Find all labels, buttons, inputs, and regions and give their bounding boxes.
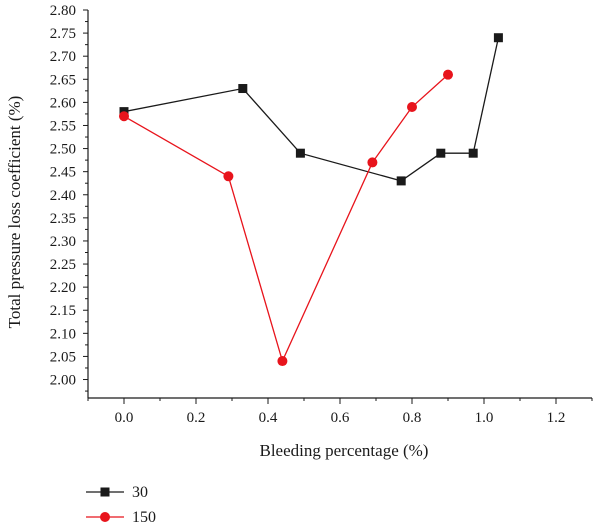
y-tick-label: 2.35 bbox=[50, 211, 76, 227]
legend-label: 30 bbox=[132, 484, 148, 501]
legend-marker bbox=[100, 512, 110, 522]
data-point bbox=[436, 148, 446, 158]
x-tick-label: 0.6 bbox=[331, 410, 350, 426]
y-tick-label: 2.60 bbox=[50, 95, 76, 111]
data-point bbox=[277, 356, 288, 367]
y-axis-title: Total pressure loss coefficient (%) bbox=[5, 96, 24, 329]
data-point bbox=[407, 102, 417, 112]
data-point bbox=[367, 157, 378, 168]
y-tick-label: 2.05 bbox=[50, 349, 76, 365]
data-point bbox=[119, 111, 129, 122]
y-tick-label: 2.70 bbox=[50, 49, 76, 65]
x-tick-label: 0.8 bbox=[403, 410, 422, 426]
series-line bbox=[123, 37, 500, 182]
data-point bbox=[295, 148, 305, 158]
y-tick-label: 2.65 bbox=[50, 72, 76, 88]
data-point bbox=[238, 84, 248, 94]
data-point bbox=[443, 69, 453, 80]
axes bbox=[87, 10, 592, 399]
x-tick-label: 0.2 bbox=[187, 410, 206, 426]
data-point bbox=[396, 176, 406, 186]
series-line bbox=[123, 74, 449, 363]
data-point bbox=[468, 148, 478, 158]
data-point bbox=[223, 171, 234, 182]
y-tick-label: 2.55 bbox=[50, 118, 76, 134]
series bbox=[119, 33, 503, 367]
x-tick-label: 0.0 bbox=[115, 410, 134, 426]
y-tick-label: 2.15 bbox=[50, 303, 76, 319]
y-tick-label: 2.30 bbox=[50, 234, 76, 250]
y-tick-label: 2.80 bbox=[50, 3, 76, 19]
y-tick-label: 2.10 bbox=[50, 326, 76, 342]
y-tick-label: 2.25 bbox=[50, 257, 76, 273]
y-tick-label: 2.00 bbox=[50, 373, 76, 389]
legend-marker bbox=[100, 487, 110, 497]
x-tick-label: 0.4 bbox=[259, 410, 278, 426]
y-tick-label: 2.50 bbox=[50, 142, 76, 158]
data-point bbox=[493, 33, 503, 43]
y-tick-label: 2.75 bbox=[50, 26, 76, 42]
x-tick-label: 1.2 bbox=[547, 410, 566, 426]
y-tick-label: 2.20 bbox=[50, 280, 76, 296]
legend-label: 150 bbox=[132, 509, 156, 526]
ticks: 2.00 2.05 2.10 2.15 2.20 2.25 2.30 2.35 2.40 2.45… bbox=[50, 3, 593, 426]
x-tick-label: 1.0 bbox=[475, 410, 494, 426]
series-1 bbox=[119, 69, 453, 367]
series-0 bbox=[119, 33, 503, 186]
x-axis-title: Bleeding percentage (%) bbox=[260, 441, 429, 460]
y-tick-label: 2.40 bbox=[50, 188, 76, 204]
y-tick-label: 2.45 bbox=[50, 165, 76, 181]
